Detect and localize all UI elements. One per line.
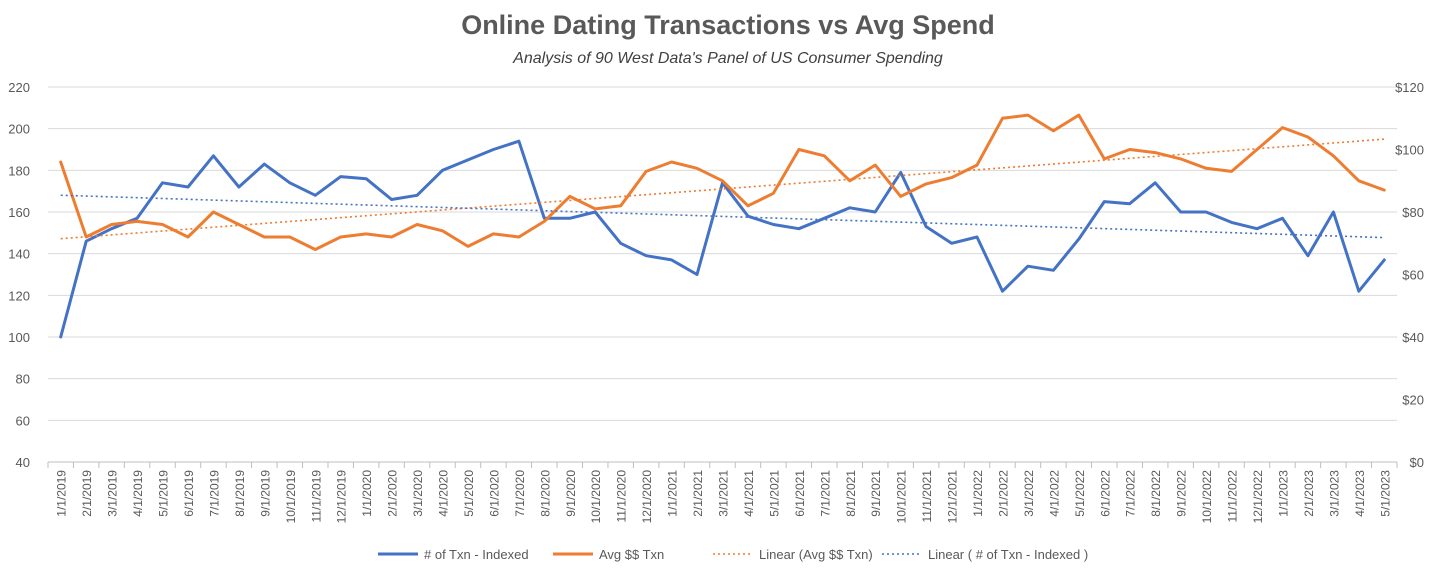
x-tick-label: 7/1/2019	[207, 470, 221, 517]
y-left-tick-label: 200	[8, 122, 30, 137]
y-right-tick-label: $80	[1402, 205, 1424, 220]
x-tick-label: 2/1/2021	[691, 470, 705, 517]
x-tick-label: 6/1/2019	[182, 470, 196, 517]
chart-title: Online Dating Transactions vs Avg Spend	[461, 10, 995, 40]
x-tick-label: 5/1/2022	[1073, 470, 1087, 517]
legend-label: Avg $$ Txn	[599, 547, 664, 562]
x-tick-label: 5/1/2019	[157, 470, 171, 517]
y-left-tick-label: 160	[8, 205, 30, 220]
x-tick-label: 4/1/2021	[742, 470, 756, 517]
x-tick-label: 11/1/2019	[309, 470, 323, 523]
x-tick-label: 11/1/2021	[920, 470, 934, 523]
x-tick-label: 10/1/2019	[284, 470, 298, 524]
trendline-3	[60, 194, 1385, 239]
x-tick-label: 11/1/2022	[1226, 470, 1240, 523]
x-tick-label: 8/1/2020	[538, 470, 552, 517]
y-right-tick-label: $60	[1402, 268, 1424, 283]
x-tick-label: 10/1/2022	[1200, 470, 1214, 524]
x-tick-label: 1/1/2021	[666, 470, 680, 517]
x-tick-label: 6/1/2021	[793, 470, 807, 517]
series-line-1	[59, 113, 1386, 251]
x-tick-label: 2/1/2023	[1302, 470, 1316, 517]
x-tick-label: 9/1/2021	[869, 470, 883, 517]
x-tick-label: 5/1/2020	[462, 470, 476, 517]
x-tick-label: 11/1/2020	[615, 470, 629, 523]
x-tick-label: 12/1/2020	[640, 470, 654, 524]
x-tick-label: 6/1/2022	[1098, 470, 1112, 517]
y-left-tick-label: 220	[8, 80, 30, 95]
x-tick-label: 12/1/2021	[946, 470, 960, 524]
x-tick-label: 5/1/2023	[1378, 470, 1392, 517]
y-left-tick-label: 60	[16, 413, 30, 428]
x-tick-label: 1/1/2022	[971, 470, 985, 517]
x-tick-label: 12/1/2022	[1251, 470, 1265, 524]
y-left-tick-label: 80	[16, 372, 30, 387]
x-tick-label: 8/1/2019	[233, 470, 247, 517]
x-tick-label: 8/1/2022	[1149, 470, 1163, 517]
legend-label: Linear (Avg $$ Txn)	[759, 547, 873, 562]
x-tick-label: 7/1/2021	[818, 470, 832, 517]
y-left-tick-label: 120	[8, 288, 30, 303]
x-tick-label: 3/1/2021	[717, 470, 731, 517]
x-tick-label: 4/1/2019	[131, 470, 145, 517]
y-right-tick-label: $120	[1395, 80, 1424, 95]
x-tick-label: 7/1/2022	[1124, 470, 1138, 517]
x-tick-label: 9/1/2022	[1175, 470, 1189, 517]
x-tick-label: 5/1/2021	[767, 470, 781, 517]
legend-label: # of Txn - Indexed	[424, 547, 529, 562]
x-tick-label: 3/1/2022	[1022, 470, 1036, 517]
y-left-tick-label: 180	[8, 163, 30, 178]
x-tick-label: 6/1/2020	[487, 470, 501, 517]
x-tick-label: 2/1/2019	[80, 470, 94, 517]
y-left-tick-label: 100	[8, 330, 30, 345]
chart-subtitle: Analysis of 90 West Data's Panel of US C…	[513, 50, 943, 67]
x-tick-label: 10/1/2021	[895, 470, 909, 524]
y-right-tick-label: $100	[1395, 143, 1424, 158]
x-tick-label: 3/1/2020	[411, 470, 425, 517]
x-tick-label: 4/1/2022	[1047, 470, 1061, 517]
y-right-tick-label: $20	[1402, 393, 1424, 408]
x-tick-label: 10/1/2020	[589, 470, 603, 524]
y-right-tick-label: $40	[1402, 330, 1424, 345]
y-right-tick-label: $0	[1410, 455, 1424, 470]
legend-label: Linear ( # of Txn - Indexed )	[928, 547, 1088, 562]
x-tick-label: 4/1/2023	[1353, 470, 1367, 517]
y-left-tick-label: 40	[16, 455, 30, 470]
y-left-tick-label: 140	[8, 247, 30, 262]
x-tick-label: 3/1/2023	[1327, 470, 1341, 517]
x-tick-label: 1/1/2020	[360, 470, 374, 517]
x-tick-label: 12/1/2019	[335, 470, 349, 524]
trendline-2	[60, 138, 1385, 240]
x-tick-label: 8/1/2021	[844, 470, 858, 517]
x-tick-label: 3/1/2019	[106, 470, 120, 517]
x-tick-label: 4/1/2020	[437, 470, 451, 517]
x-tick-label: 9/1/2020	[564, 470, 578, 517]
x-tick-label: 9/1/2019	[258, 470, 272, 517]
x-tick-label: 7/1/2020	[513, 470, 527, 517]
x-tick-label: 1/1/2019	[55, 470, 69, 517]
x-tick-label: 2/1/2022	[996, 470, 1010, 517]
x-tick-label: 1/1/2023	[1276, 470, 1290, 517]
x-tick-label: 2/1/2020	[386, 470, 400, 517]
